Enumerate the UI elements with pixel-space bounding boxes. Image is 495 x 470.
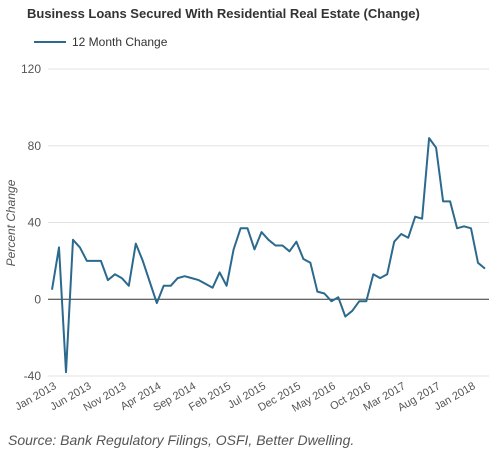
- y-tick-labels: -40 0 40 80 120: [21, 62, 41, 383]
- series-layer: [51, 137, 486, 374]
- series-line: [51, 137, 486, 374]
- y-axis-label: Percent Change: [4, 179, 18, 266]
- chart-title: Business Loans Secured With Residential …: [27, 6, 420, 21]
- y-tick-label: -40: [24, 369, 42, 383]
- chart-legend: 12 Month Change: [34, 35, 167, 49]
- y-tick-label: 80: [28, 139, 42, 153]
- y-tick-label: 40: [28, 216, 42, 230]
- source-note: Source: Bank Regulatory Filings, OSFI, B…: [8, 432, 355, 448]
- grid-lines: [48, 68, 489, 377]
- y-tick-label: 120: [21, 62, 41, 76]
- y-tick-label: 0: [34, 292, 41, 306]
- legend-swatch: [34, 41, 66, 43]
- legend-label: 12 Month Change: [72, 35, 168, 49]
